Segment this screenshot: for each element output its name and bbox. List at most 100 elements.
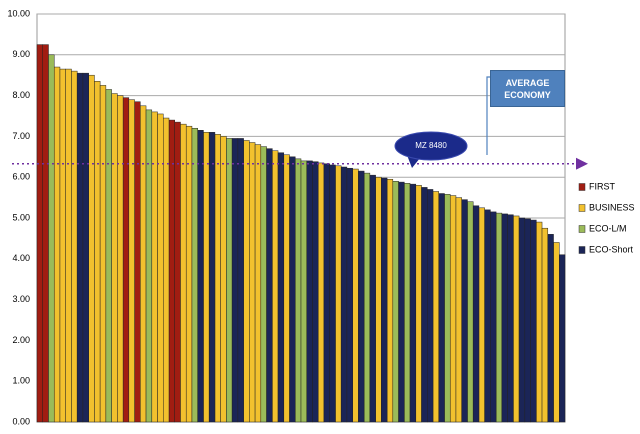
bar xyxy=(421,187,428,423)
y-tick-label: 0.00 xyxy=(12,416,30,426)
legend-swatch xyxy=(578,225,586,233)
bar xyxy=(220,136,227,423)
y-tick-label: 7.00 xyxy=(12,131,30,141)
bar xyxy=(392,181,399,423)
bar xyxy=(94,81,101,423)
y-tick-label: 1.00 xyxy=(12,376,30,386)
bar xyxy=(461,199,468,423)
bar xyxy=(197,130,204,423)
bar xyxy=(163,117,170,423)
bar xyxy=(254,144,262,423)
bar xyxy=(559,254,566,423)
legend-label: ECO-Short xyxy=(589,244,634,254)
bar xyxy=(541,227,549,423)
bar xyxy=(386,178,394,423)
bar xyxy=(88,74,95,423)
bar xyxy=(42,44,49,423)
bar xyxy=(363,172,371,423)
bar xyxy=(231,138,239,423)
bar xyxy=(300,160,307,423)
y-tick-label: 8.00 xyxy=(12,90,30,100)
bar xyxy=(335,165,342,423)
y-tick-label: 9.00 xyxy=(12,49,30,59)
bar xyxy=(99,85,107,423)
bar xyxy=(340,166,348,423)
bar xyxy=(455,197,462,423)
bar xyxy=(536,221,543,423)
bar xyxy=(312,161,319,423)
bar xyxy=(191,127,198,423)
bar xyxy=(266,148,273,423)
legend-swatch xyxy=(578,183,586,191)
bar xyxy=(518,217,526,423)
bar xyxy=(438,193,445,423)
callout-shape xyxy=(394,131,468,161)
bar xyxy=(71,70,78,423)
bar xyxy=(317,162,325,423)
bar xyxy=(208,132,216,423)
bar xyxy=(530,219,537,423)
bar xyxy=(134,101,141,423)
bar xyxy=(409,183,417,423)
bar xyxy=(122,97,130,423)
y-tick-label: 6.00 xyxy=(12,172,30,182)
bar xyxy=(427,189,434,423)
bar xyxy=(48,54,55,423)
bar xyxy=(36,44,43,423)
bar xyxy=(65,68,72,423)
bar xyxy=(472,205,480,423)
bar xyxy=(151,111,158,423)
bar xyxy=(306,160,313,423)
bracket xyxy=(486,76,490,155)
bar xyxy=(415,185,422,423)
bar xyxy=(444,194,451,423)
bar xyxy=(467,201,474,423)
bar xyxy=(490,211,497,423)
bar xyxy=(105,89,112,423)
bar xyxy=(243,140,250,423)
bar xyxy=(157,113,164,423)
y-tick-label: 3.00 xyxy=(12,294,30,304)
bar xyxy=(346,167,353,423)
bar xyxy=(226,138,233,423)
bar xyxy=(203,132,210,423)
bar xyxy=(76,72,84,423)
bar xyxy=(404,183,411,423)
bar xyxy=(168,119,175,423)
bar xyxy=(237,138,244,423)
bar xyxy=(513,215,520,423)
legend-label: FIRST xyxy=(589,181,616,191)
bar xyxy=(145,109,153,423)
bar xyxy=(501,213,508,423)
bar xyxy=(375,176,382,423)
bar xyxy=(128,99,135,423)
bar xyxy=(398,181,405,423)
bar xyxy=(214,134,221,423)
y-tick-label: 5.00 xyxy=(12,212,30,222)
bar xyxy=(260,146,267,423)
bar xyxy=(507,214,514,423)
bar xyxy=(295,158,302,423)
bar xyxy=(358,170,365,423)
bar xyxy=(432,191,439,423)
bar xyxy=(323,163,330,423)
bar xyxy=(553,242,560,423)
bar xyxy=(111,93,118,423)
average-label: AVERAGE ECONOMY xyxy=(490,70,565,107)
bar xyxy=(185,125,193,423)
callout-label: MZ 8480 xyxy=(415,141,447,150)
bar xyxy=(352,168,359,423)
bar xyxy=(249,142,256,423)
bar xyxy=(369,174,376,423)
y-tick-label: 2.00 xyxy=(12,335,30,345)
bar xyxy=(117,95,124,423)
bar xyxy=(180,123,187,423)
bar xyxy=(478,207,485,423)
bar xyxy=(174,121,181,423)
bar xyxy=(59,68,66,423)
bar xyxy=(53,66,61,423)
y-tick-label: 10.00 xyxy=(7,8,30,18)
y-tick-label: 4.00 xyxy=(12,253,30,263)
